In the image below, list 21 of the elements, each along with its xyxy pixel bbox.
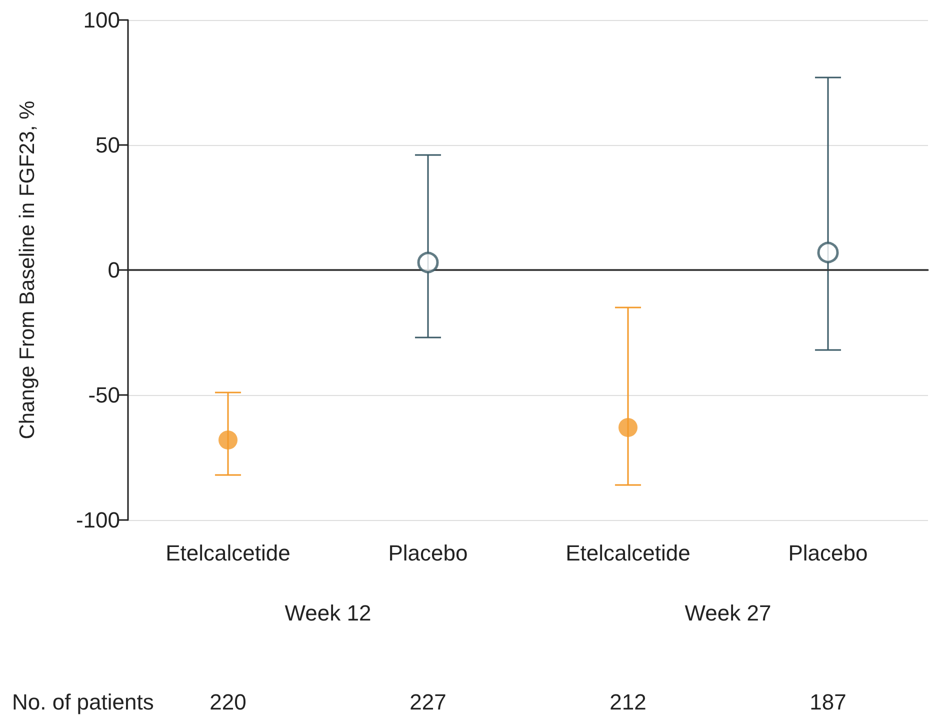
y-tick-label: 100 [83, 8, 120, 32]
y-axis-title: Change From Baseline in FGF23, % [16, 100, 39, 440]
text: 220 [210, 690, 246, 714]
text: 212 [610, 690, 646, 714]
text: Week 12 [284, 600, 372, 626]
text: No. of patients [12, 690, 154, 714]
x-tick-label: Placebo [388, 540, 468, 566]
y-tick-label: 50 [96, 132, 120, 158]
text: 227 [410, 690, 446, 714]
text: 187 [810, 690, 846, 714]
point [817, 242, 839, 264]
point [218, 430, 238, 450]
y-tick-label: 0 [108, 258, 120, 282]
x-tick-label: Placebo [788, 540, 868, 566]
text: Week 27 [684, 600, 772, 626]
y-tick-label: -100 [76, 508, 120, 532]
x-tick-label: Etelcalcetide [566, 540, 690, 566]
point [417, 252, 439, 274]
x-tick-label: Etelcalcetide [166, 540, 290, 566]
point [618, 418, 638, 437]
y-tick-label: -50 [88, 382, 120, 408]
